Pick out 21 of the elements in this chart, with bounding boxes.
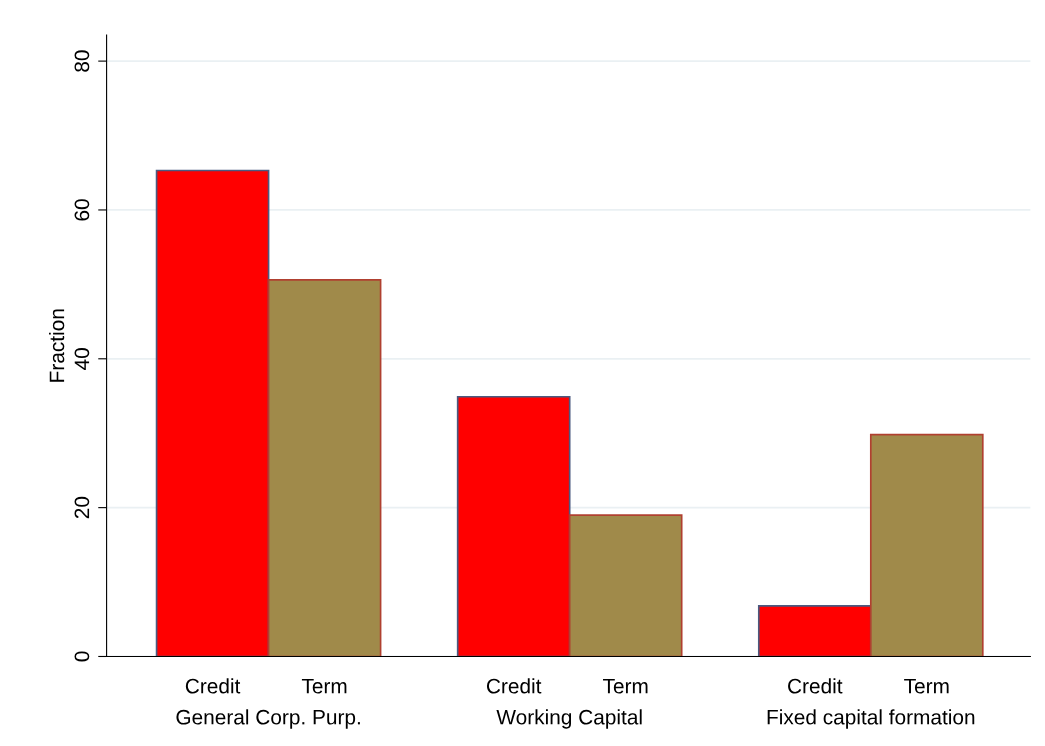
series-label: Credit (185, 678, 241, 694)
y-tick-label: 80 (74, 50, 90, 72)
bar (568, 514, 683, 657)
y-tick-label: 40 (74, 348, 90, 370)
y-tick-label: 20 (74, 496, 90, 519)
text: Term (603, 678, 648, 694)
text: Credit (486, 678, 542, 694)
bar (869, 433, 984, 657)
x-tick-label: Working Capital (496, 709, 642, 729)
text: Term (904, 678, 949, 694)
x-tick-label: General Corp. Purp. (176, 709, 360, 729)
x-tick-label: Fixed capital formation (767, 709, 975, 729)
bar (155, 169, 270, 657)
y-axis-title: Fraction (49, 309, 65, 382)
bar (267, 279, 382, 657)
series-label: Term (301, 678, 347, 694)
y-tick-label: 0 (74, 651, 90, 662)
y-tick-label: 60 (74, 199, 90, 221)
bar (757, 605, 872, 657)
bar (456, 395, 571, 657)
text: Credit (788, 678, 843, 694)
